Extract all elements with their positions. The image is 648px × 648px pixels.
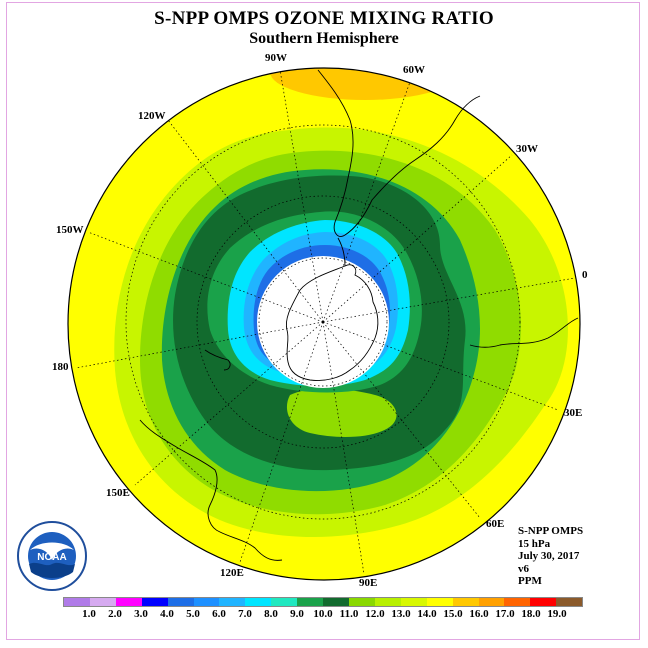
meridian-90w	[279, 69, 324, 323]
map-title: S-NPP OMPS OZONE MIXING RATIO	[154, 8, 494, 29]
africa-coastline	[469, 317, 579, 348]
colorbar-tick-label: 19.0	[547, 608, 567, 620]
colorbar-segment	[504, 598, 531, 606]
lon-label-120e: 120E	[220, 567, 244, 579]
colorbar-segment	[115, 598, 142, 606]
south-pole-dot	[321, 320, 325, 324]
colorbar-tick-label: 3.0	[134, 608, 148, 620]
south-america-coastline	[317, 69, 481, 237]
colorbar-tick-label: 13.0	[391, 608, 411, 620]
lon-label-60w: 60W	[403, 64, 425, 76]
colorbar-tick-label: 6.0	[212, 608, 226, 620]
lon-label-30w: 30W	[516, 143, 538, 155]
info-instrument: S-NPP OMPS	[518, 525, 584, 537]
antarctic-peninsula-coastline	[337, 237, 346, 267]
lon-label-0: 0	[582, 269, 588, 281]
info-version: v6	[518, 562, 529, 575]
meridian-60w	[322, 81, 411, 323]
colorbar-tick-label: 9.0	[290, 608, 304, 620]
colorbar-segment	[141, 598, 168, 606]
noaa-logo: NOAA	[17, 521, 87, 591]
colorbar-segment	[400, 598, 427, 606]
colorbar-tick-label: 8.0	[264, 608, 278, 620]
info-date: July 30, 2017	[518, 550, 580, 562]
map-subtitle: Southern Hemisphere	[249, 30, 399, 47]
product-info: S-NPP OMPS 15 hPa July 30, 2017 v6 PPM	[518, 525, 583, 588]
colorbar-segment	[245, 598, 272, 606]
colorbar-segment	[478, 598, 505, 606]
meridian-180	[75, 321, 324, 369]
colorbar-labels: 1.0 2.0 3.0 4.0 5.0 6.0 7.0 8.0 9.0 10.0 11.0 12.0 1…	[40, 608, 606, 622]
antarctica-coastline	[285, 264, 379, 381]
longitude-labels: 90W 60W 30W 0 30E 60E 90E 120E 150E 180 …	[52, 52, 588, 589]
latitude-circle-0	[258, 257, 388, 387]
meridian-150e	[134, 321, 324, 486]
colorbar-segment	[297, 598, 324, 606]
colorbar-segment	[348, 598, 375, 606]
lon-label-90w: 90W	[265, 52, 287, 64]
colorbar-tick-label: 17.0	[495, 608, 515, 620]
colorbar-tick-label: 1.0	[82, 608, 96, 620]
colorbar	[63, 597, 583, 607]
lon-label-60e: 60E	[486, 518, 504, 530]
meridian-60e	[322, 321, 481, 519]
colorbar-tick-label: 4.0	[160, 608, 174, 620]
lon-label-150w: 150W	[56, 224, 84, 236]
colorbar-segment	[64, 598, 90, 606]
colorbar-segment	[219, 598, 246, 606]
info-pressure: 15 hPa	[518, 537, 551, 550]
lon-label-150e: 150E	[106, 487, 130, 499]
meridian-120w	[167, 119, 324, 323]
colorbar-tick-label: 7.0	[238, 608, 252, 620]
colorbar-tick-label: 18.0	[521, 608, 541, 620]
ozone-field	[68, 68, 580, 580]
colorbar-segment	[323, 598, 349, 606]
logo-text: NOAA	[37, 552, 66, 563]
colorbar-segment	[426, 598, 453, 606]
colorbar-tick-label: 5.0	[186, 608, 200, 620]
logo-bird-icon	[30, 542, 74, 560]
graticule	[75, 69, 576, 575]
colorbar-segment	[374, 598, 401, 606]
info-units: PPM	[518, 575, 542, 587]
lon-label-180: 180	[52, 361, 69, 373]
lon-label-30e: 30E	[564, 407, 582, 419]
latitude-circle-30s	[196, 195, 450, 449]
colorbar-tick-label: 12.0	[365, 608, 385, 620]
meridian-0	[322, 277, 576, 323]
meridian-90e	[322, 321, 365, 575]
lon-label-120w: 120W	[138, 110, 166, 122]
colorbar-tick-label: 16.0	[469, 608, 489, 620]
colorbar-segment	[271, 598, 298, 606]
colorbar-tick-label: 15.0	[443, 608, 463, 620]
colorbar-segment	[530, 598, 557, 606]
colorbar-tick-label: 10.0	[313, 608, 333, 620]
colorbar-segment	[452, 598, 479, 606]
region-light-green-tongue	[286, 388, 397, 437]
map-outline	[67, 67, 581, 581]
figure-frame	[6, 2, 640, 640]
colorbar-tick-label: 14.0	[417, 608, 437, 620]
colorbar-tick-label: 11.0	[339, 608, 359, 620]
colorbar-segment	[556, 598, 583, 606]
colorbar-segment	[89, 598, 116, 606]
latitude-circle-60s	[125, 124, 521, 520]
new-zealand-coastline	[204, 349, 231, 371]
region-orange	[270, 68, 460, 100]
logo-wave-icon	[29, 562, 75, 578]
colorbar-segment	[167, 598, 194, 606]
meridian-30e	[322, 321, 559, 411]
colorbar-segment	[193, 598, 220, 606]
colorbar-tick-label: 2.0	[108, 608, 122, 620]
lon-label-90e: 90E	[359, 577, 377, 589]
